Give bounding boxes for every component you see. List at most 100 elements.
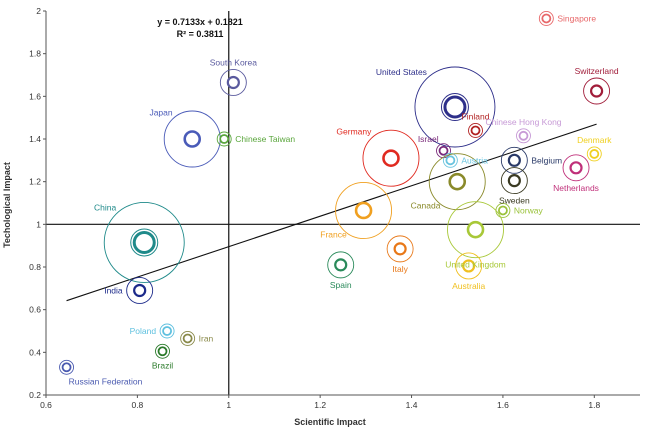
bubble-outer-ring (159, 323, 175, 339)
point-label: Canada (411, 200, 441, 210)
point-germany (362, 129, 420, 187)
bubble-outer-ring (538, 11, 554, 26)
x-tick-label: 1.2 (314, 400, 326, 410)
bubble-outer-ring (335, 182, 393, 239)
reference-lines-layer (46, 11, 640, 395)
point-singapore (538, 11, 554, 26)
point-label: Poland (130, 326, 157, 336)
point-japan (163, 110, 221, 168)
axes-layer: 0.6 0.8 1 1.2 1.4 1.6 1.8 0.2 0.4 0.6 0.8 1 1.2 1.4 1.… (29, 6, 640, 410)
point-label: South Korea (210, 57, 258, 67)
bubble-outer-ring (500, 146, 528, 174)
point-labels-layer: Singapore Switzerland United States South K… (69, 13, 619, 386)
y-axis-title: Techological Impact (2, 162, 12, 248)
bubble-marker (466, 220, 485, 239)
bubble-outer-ring (386, 235, 414, 263)
bubble-marker (589, 84, 604, 98)
point-france (335, 182, 393, 239)
bubble-marker (162, 326, 172, 336)
point-finland (468, 123, 483, 138)
bubble-outer-ring (180, 331, 196, 346)
point-label: Italy (392, 264, 408, 274)
point-belgium (500, 146, 528, 174)
point-label: Iran (199, 333, 214, 343)
point-australia (455, 252, 483, 280)
bubble-marker (334, 258, 348, 272)
point-label: China (94, 202, 116, 212)
y-tick-label: 1.8 (29, 49, 41, 59)
bubble-marker (498, 205, 508, 216)
trendline-r-squared: R² = 0.3811 (177, 29, 224, 39)
bubble-marker (470, 125, 481, 136)
point-label: Finland (462, 111, 490, 121)
y-tick-label: 1.2 (29, 177, 41, 187)
bubble-outer-ring (103, 202, 185, 283)
bubble-marker (219, 134, 230, 144)
bubble-marker (133, 283, 147, 298)
bubble-outer-ring (362, 129, 420, 187)
bubble-outer-ring (216, 131, 232, 147)
y-tick-label: 2 (36, 6, 41, 16)
point-poland (159, 323, 175, 339)
x-tick-label: 1.8 (588, 400, 600, 410)
bubble-marker (226, 75, 240, 90)
bubble-outer-ring (428, 153, 486, 211)
bubble-marker (438, 145, 449, 156)
bubble-outer-ring (219, 69, 247, 96)
bubble-outer-ring (468, 123, 483, 138)
point-chinese-taiwan (216, 131, 232, 147)
bubble-marker (61, 362, 72, 373)
point-denmark (586, 146, 602, 162)
point-label: Japan (149, 107, 172, 117)
point-italy (386, 235, 414, 263)
point-spain (327, 251, 355, 279)
point-label: Norway (514, 205, 544, 215)
point-austria (442, 152, 458, 168)
bubble-outer-ring (583, 77, 611, 105)
trendline-equation: y = 0.7133x + 0.1821 (157, 17, 243, 27)
point-label: Denmark (577, 135, 612, 145)
bubble-marker (393, 242, 407, 256)
y-tick-label: 0.8 (29, 262, 41, 272)
point-label: India (104, 285, 123, 295)
point-netherlands (562, 154, 590, 182)
point-chinese-hong-kong (516, 128, 531, 144)
bubble-marker (507, 153, 521, 167)
point-canada (428, 153, 486, 211)
point-label: Chinese Taiwan (235, 134, 295, 144)
y-tick-label: 1.4 (29, 134, 41, 144)
point-label: Netherlands (553, 183, 599, 193)
points-layer (59, 11, 611, 375)
bubble-inner-ring (440, 93, 469, 121)
x-tick-label: 0.6 (40, 400, 52, 410)
point-label: Australia (452, 281, 485, 291)
point-label: Russian Federation (69, 376, 143, 386)
bubble-marker (382, 149, 400, 167)
bubble-marker (518, 130, 529, 141)
bubble-outer-ring (447, 201, 504, 259)
bubble-marker (507, 174, 521, 188)
x-tick-label: 1.4 (406, 400, 418, 410)
bubble-marker (157, 346, 168, 357)
bubble-outer-ring (562, 154, 590, 182)
point-label: United States (376, 67, 427, 77)
point-label: Chinese Hong Kong (485, 117, 561, 127)
bubble-outer-ring (442, 152, 458, 168)
point-label: United Kingdom (445, 260, 505, 270)
bubble-marker (541, 13, 552, 24)
point-label: Switzerland (575, 66, 619, 76)
point-label: Belgium (531, 155, 562, 165)
point-iran (180, 331, 196, 346)
bubble-outer-ring (414, 66, 496, 148)
y-tick-label: 0.2 (29, 390, 41, 400)
x-tick-label: 1 (226, 400, 231, 410)
bubble-outer-ring (455, 252, 483, 280)
y-tick-label: 0.6 (29, 305, 41, 315)
point-israel (436, 143, 451, 159)
point-sweden (500, 167, 528, 195)
bubble-marker (569, 161, 583, 175)
point-united-states (414, 66, 496, 148)
bubble-marker (445, 155, 456, 166)
point-label: Brazil (152, 360, 173, 370)
